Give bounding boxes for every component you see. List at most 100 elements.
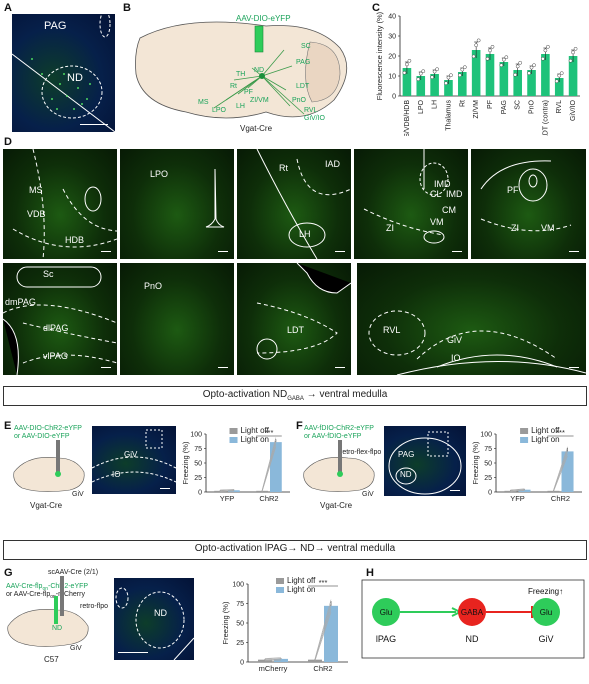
- c-bar: [471, 50, 481, 96]
- c-point: [418, 71, 423, 76]
- f-micro-nd: ND: [400, 470, 412, 479]
- node-nd: [458, 598, 486, 626]
- panel-g-micrograph: ND: [114, 578, 194, 660]
- scale-bar: [450, 490, 460, 491]
- d4-cl: CL: [430, 189, 442, 199]
- legend-label: Light on: [287, 585, 315, 594]
- region-pag: PAG: [296, 59, 310, 66]
- scale-bar: [218, 367, 228, 368]
- ytick-label: 75: [194, 446, 202, 453]
- e-micro-giv: GiV: [124, 450, 138, 459]
- d9-io: IO: [451, 353, 461, 363]
- freeze-bar: [324, 605, 338, 662]
- e-mouse: Vgat-Cre: [30, 501, 63, 510]
- c-bar: [541, 54, 550, 96]
- freeze-bar: [228, 490, 240, 492]
- panel-label-d: D: [4, 136, 12, 148]
- d8-ldt: LDT: [287, 325, 305, 335]
- panel-a-micrograph: PAG ND: [12, 14, 115, 132]
- section1-prefix: Opto-activation ND: [202, 389, 288, 400]
- panel-label-h: H: [366, 567, 374, 579]
- region-giv: GiV: [538, 634, 553, 644]
- g-site: GiV: [70, 645, 82, 652]
- c-point: [515, 64, 520, 69]
- d5-zi: ZI: [511, 223, 519, 233]
- c-point: [471, 54, 476, 59]
- paired-line: [510, 490, 525, 493]
- ytick-label: 0: [198, 490, 202, 497]
- scale-bar: [218, 251, 228, 252]
- c-point: [462, 65, 467, 70]
- panel-g-schematic: scAAV-Cre (2/1) AAV-Cre-flpon-ChR2-eYFP …: [6, 569, 108, 664]
- f-site: GiV: [362, 491, 374, 498]
- d5-vm: VM: [541, 223, 555, 233]
- c-category-label: LPO: [418, 99, 425, 114]
- paired-line: [264, 659, 282, 662]
- g-sc: scAAV-Cre (2/1): [48, 569, 98, 576]
- paired-line: [510, 489, 525, 492]
- d4-imd: IMD: [434, 179, 451, 189]
- c-point: [559, 71, 564, 76]
- scale-bar: [160, 488, 170, 489]
- c-point: [501, 57, 506, 62]
- legend-swatch: [520, 437, 529, 443]
- region-ldt: LDT: [296, 83, 310, 90]
- paired-line: [264, 658, 282, 660]
- panel-b-virus: AAV-DIO-eYFP: [236, 14, 291, 23]
- paired-line: [264, 657, 282, 659]
- node-lpag-label: Glu: [380, 608, 392, 617]
- c-bar: [513, 70, 522, 96]
- e-virus2: or AAV-DIO-eYFP: [14, 433, 70, 440]
- c-point: [430, 75, 434, 80]
- ytick-label: 50: [194, 461, 202, 468]
- c-category-label: MS/VDB/HDB: [404, 100, 411, 136]
- ylabel: Freezing (%): [181, 441, 190, 484]
- freeze-bar: [561, 451, 574, 492]
- c-point: [488, 48, 492, 53]
- category-label: ChR2: [259, 494, 278, 503]
- legend-label: Light off: [287, 576, 316, 585]
- legend-label: Light on: [241, 435, 269, 444]
- c-bar: [554, 78, 564, 96]
- ytick-label: 25: [194, 475, 202, 482]
- paired-line: [314, 608, 332, 661]
- g-virus1: AAV-Cre-flpon-ChR2-eYFP: [6, 583, 88, 592]
- panel-b-schematic: AAV-DIO-eYFP Vgat-Cre SC PAG ND LDT PnO …: [135, 14, 348, 133]
- region-rt: Rt: [230, 83, 237, 90]
- d-tile-7: PnO: [120, 263, 234, 375]
- panel-e-micrograph: GiV IO: [92, 426, 176, 494]
- ylabel: Freezing (%): [471, 441, 480, 484]
- c-point: [460, 67, 465, 72]
- paired-line: [510, 488, 525, 491]
- f-mouse: Vgat-Cre: [320, 501, 353, 510]
- c-point: [513, 72, 518, 77]
- scale-bar: [335, 367, 345, 368]
- c-point: [573, 46, 578, 51]
- paired-line: [261, 437, 277, 490]
- c-point: [435, 67, 439, 72]
- ytick-label: 0: [240, 660, 244, 667]
- region-lpo: LPO: [212, 107, 227, 114]
- legend-swatch: [229, 437, 238, 443]
- f-virus2: or AAV-fDIO-eYFP: [304, 433, 362, 440]
- c-point: [490, 44, 495, 49]
- d6-dmpag: dmPAG: [5, 297, 36, 307]
- c-point: [543, 48, 548, 53]
- c-category-label: PnO: [529, 99, 536, 114]
- panel-label-e: E: [4, 420, 12, 432]
- scale-bar: [80, 124, 108, 125]
- c-bar: [444, 80, 453, 96]
- c-point: [541, 56, 545, 61]
- ytick-label: 100: [480, 432, 492, 439]
- paired-line: [553, 453, 568, 492]
- ytick-label: 25: [484, 475, 492, 482]
- ytick-label: 100: [190, 432, 202, 439]
- f-retro: retro-flex-flpo: [340, 449, 381, 456]
- d7-pno: PnO: [144, 281, 163, 291]
- d1-ms: MS: [29, 185, 43, 195]
- c-category-label: GiV/IO: [570, 99, 577, 121]
- panel-label-a: A: [4, 2, 12, 14]
